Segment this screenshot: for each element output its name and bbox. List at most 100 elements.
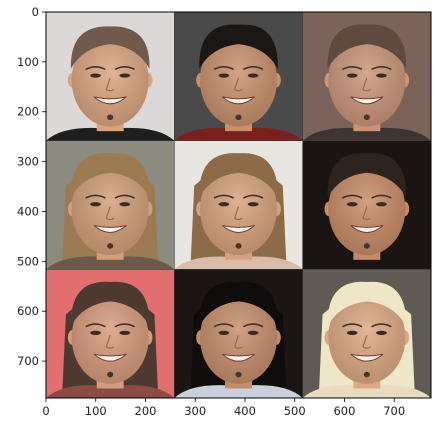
axes-frame xyxy=(45,11,432,399)
goatee-shape xyxy=(235,371,242,378)
smile-shape xyxy=(350,353,384,362)
nose-shape xyxy=(362,77,372,92)
eye-shape xyxy=(247,330,259,335)
smile-shape xyxy=(222,225,255,233)
y-tick-label: 300 xyxy=(17,155,39,169)
nose-shape xyxy=(234,335,243,349)
face-shading xyxy=(71,33,149,127)
face-tile xyxy=(302,12,431,142)
eye-shape xyxy=(376,330,387,335)
eyebrow-shape xyxy=(85,194,106,199)
hair-top-shape xyxy=(199,281,278,326)
eye-shape xyxy=(218,202,230,207)
eye-shape xyxy=(376,202,387,207)
x-axis: 0 100 200 300 400 500 600 700 xyxy=(42,398,405,418)
eyebrow-shape xyxy=(114,65,135,70)
eyebrow-shape xyxy=(371,323,392,328)
face-shading xyxy=(200,291,277,384)
x-tick-label: 400 xyxy=(234,404,256,418)
eyebrow-shape xyxy=(342,194,363,199)
smile-shape xyxy=(222,353,255,362)
shoulders-shape xyxy=(174,385,303,398)
face-shading xyxy=(328,33,406,127)
y-tick-label: 0 xyxy=(32,5,39,19)
eye-shape xyxy=(90,202,101,207)
eye-shape xyxy=(218,330,230,335)
shoulders-shape xyxy=(46,385,175,398)
x-tick-label: 0 xyxy=(42,404,49,418)
y-tick-label: 600 xyxy=(17,304,39,318)
y-tick-label: 700 xyxy=(17,354,39,368)
eye-shape xyxy=(119,202,131,207)
eyebrow-shape xyxy=(85,323,106,328)
eyebrow-shape xyxy=(243,65,264,70)
hair-top-shape xyxy=(70,153,150,198)
goatee-shape xyxy=(235,114,242,121)
shoulders-shape xyxy=(46,256,175,270)
eye-shape xyxy=(247,73,259,78)
face-tile xyxy=(46,12,175,142)
face-tile xyxy=(174,140,304,270)
nose-shape xyxy=(234,206,243,221)
y-tick-label: 500 xyxy=(17,254,39,268)
shoulders-shape xyxy=(302,127,431,141)
eyebrow-shape xyxy=(342,323,363,328)
eye-shape xyxy=(90,330,101,335)
smile-shape xyxy=(93,353,127,362)
shoulders-shape xyxy=(302,385,431,398)
shoulders-shape xyxy=(302,256,431,270)
eyebrow-shape xyxy=(114,194,135,199)
eye-shape xyxy=(119,73,131,78)
eye-shape xyxy=(376,73,387,78)
goatee-shape xyxy=(107,243,114,249)
nose-shape xyxy=(105,206,115,221)
smile-shape xyxy=(222,96,255,105)
y-tick-label: 200 xyxy=(17,105,39,119)
goatee-shape xyxy=(235,243,242,249)
goatee-shape xyxy=(363,371,370,378)
nose-shape xyxy=(362,206,372,221)
eyebrow-shape xyxy=(371,65,392,70)
hair-top-shape xyxy=(70,26,150,69)
eyebrow-shape xyxy=(371,194,392,199)
face-tile xyxy=(46,140,175,270)
face-shading xyxy=(200,162,277,256)
face-shading xyxy=(328,291,406,384)
face-tile xyxy=(302,140,431,270)
eyebrow-shape xyxy=(114,323,135,328)
eyebrow-shape xyxy=(85,65,106,70)
goatee-shape xyxy=(363,114,370,121)
eyebrow-shape xyxy=(243,194,264,199)
face-shading xyxy=(71,162,149,256)
x-tick-label: 700 xyxy=(383,404,405,418)
eyebrow-shape xyxy=(243,323,264,328)
eyebrow-shape xyxy=(342,65,363,70)
goatee-shape xyxy=(363,243,370,249)
hair-top-shape xyxy=(327,153,407,198)
hair-top-shape xyxy=(327,24,407,69)
face-tile xyxy=(302,269,431,398)
eyebrow-shape xyxy=(213,194,234,199)
nose-shape xyxy=(234,77,243,92)
face-tile xyxy=(46,269,175,398)
face-tile xyxy=(174,269,304,398)
face-tiles xyxy=(46,12,431,398)
face-tile xyxy=(174,12,304,142)
goatee-shape xyxy=(107,114,114,121)
shoulders-shape xyxy=(46,127,175,141)
eye-shape xyxy=(346,73,358,78)
eyebrow-shape xyxy=(213,323,234,328)
x-tick-label: 200 xyxy=(135,404,157,418)
face-shading xyxy=(328,162,406,256)
y-axis: 0 100 200 300 400 500 600 700 xyxy=(17,5,46,368)
x-tick-label: 300 xyxy=(184,404,206,418)
eye-shape xyxy=(346,330,358,335)
hair-top-shape xyxy=(199,24,278,69)
face-shading xyxy=(200,33,277,127)
eye-shape xyxy=(119,330,131,335)
x-tick-label: 500 xyxy=(284,404,306,418)
hair-top-shape xyxy=(327,281,407,326)
shoulders-shape xyxy=(174,256,303,270)
eye-shape xyxy=(247,202,259,207)
